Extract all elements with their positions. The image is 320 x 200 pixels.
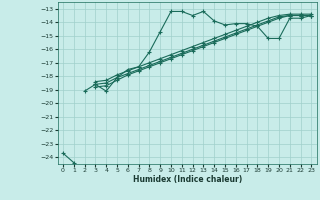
X-axis label: Humidex (Indice chaleur): Humidex (Indice chaleur) [132,175,242,184]
